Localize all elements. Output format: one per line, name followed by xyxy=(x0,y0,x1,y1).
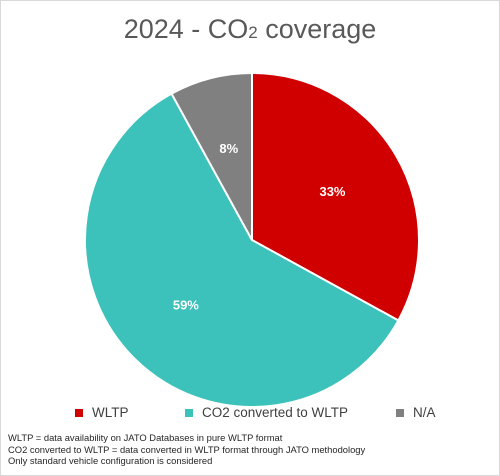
legend-swatch-na xyxy=(396,408,404,417)
data-label-co2-converted: 59% xyxy=(173,298,199,313)
data-label-wltp: 33% xyxy=(319,184,345,199)
chart-title-main: 2024 - CO xyxy=(123,14,249,44)
legend-label-co2-converted: CO2 converted to WLTP xyxy=(202,405,349,420)
legend-item-wltp: WLTP xyxy=(75,405,129,420)
chart-legend: WLTP CO2 converted to WLTP N/A xyxy=(0,405,500,425)
legend-item-na: N/A xyxy=(396,405,436,420)
legend-swatch-co2-converted xyxy=(185,408,193,417)
pie-slice-na xyxy=(170,71,253,241)
footnote-wltp: WLTP = data availability on JATO Databas… xyxy=(8,432,283,443)
footnote-co2-converted: CO2 converted to WLTP = data converted i… xyxy=(8,443,366,455)
chart-title: 2024 - CO2 coverage xyxy=(0,14,500,45)
legend-item-co2-converted: CO2 converted to WLTP xyxy=(185,405,348,420)
chart-title-suffix: coverage xyxy=(257,14,377,44)
footnote-standard-config: Only standard vehicle configuration is c… xyxy=(8,455,213,466)
pie-slice-wltp xyxy=(251,71,420,322)
chart-title-subscript: 2 xyxy=(248,23,258,42)
legend-label-wltp: WLTP xyxy=(92,405,129,420)
legend-swatch-wltp xyxy=(75,408,83,417)
chart-footnotes: WLTP = data availability on JATO Databas… xyxy=(8,432,365,467)
pie-slice-co2-converted xyxy=(84,92,400,408)
legend-label-na: N/A xyxy=(413,405,436,420)
data-label-na: 8% xyxy=(219,141,238,156)
